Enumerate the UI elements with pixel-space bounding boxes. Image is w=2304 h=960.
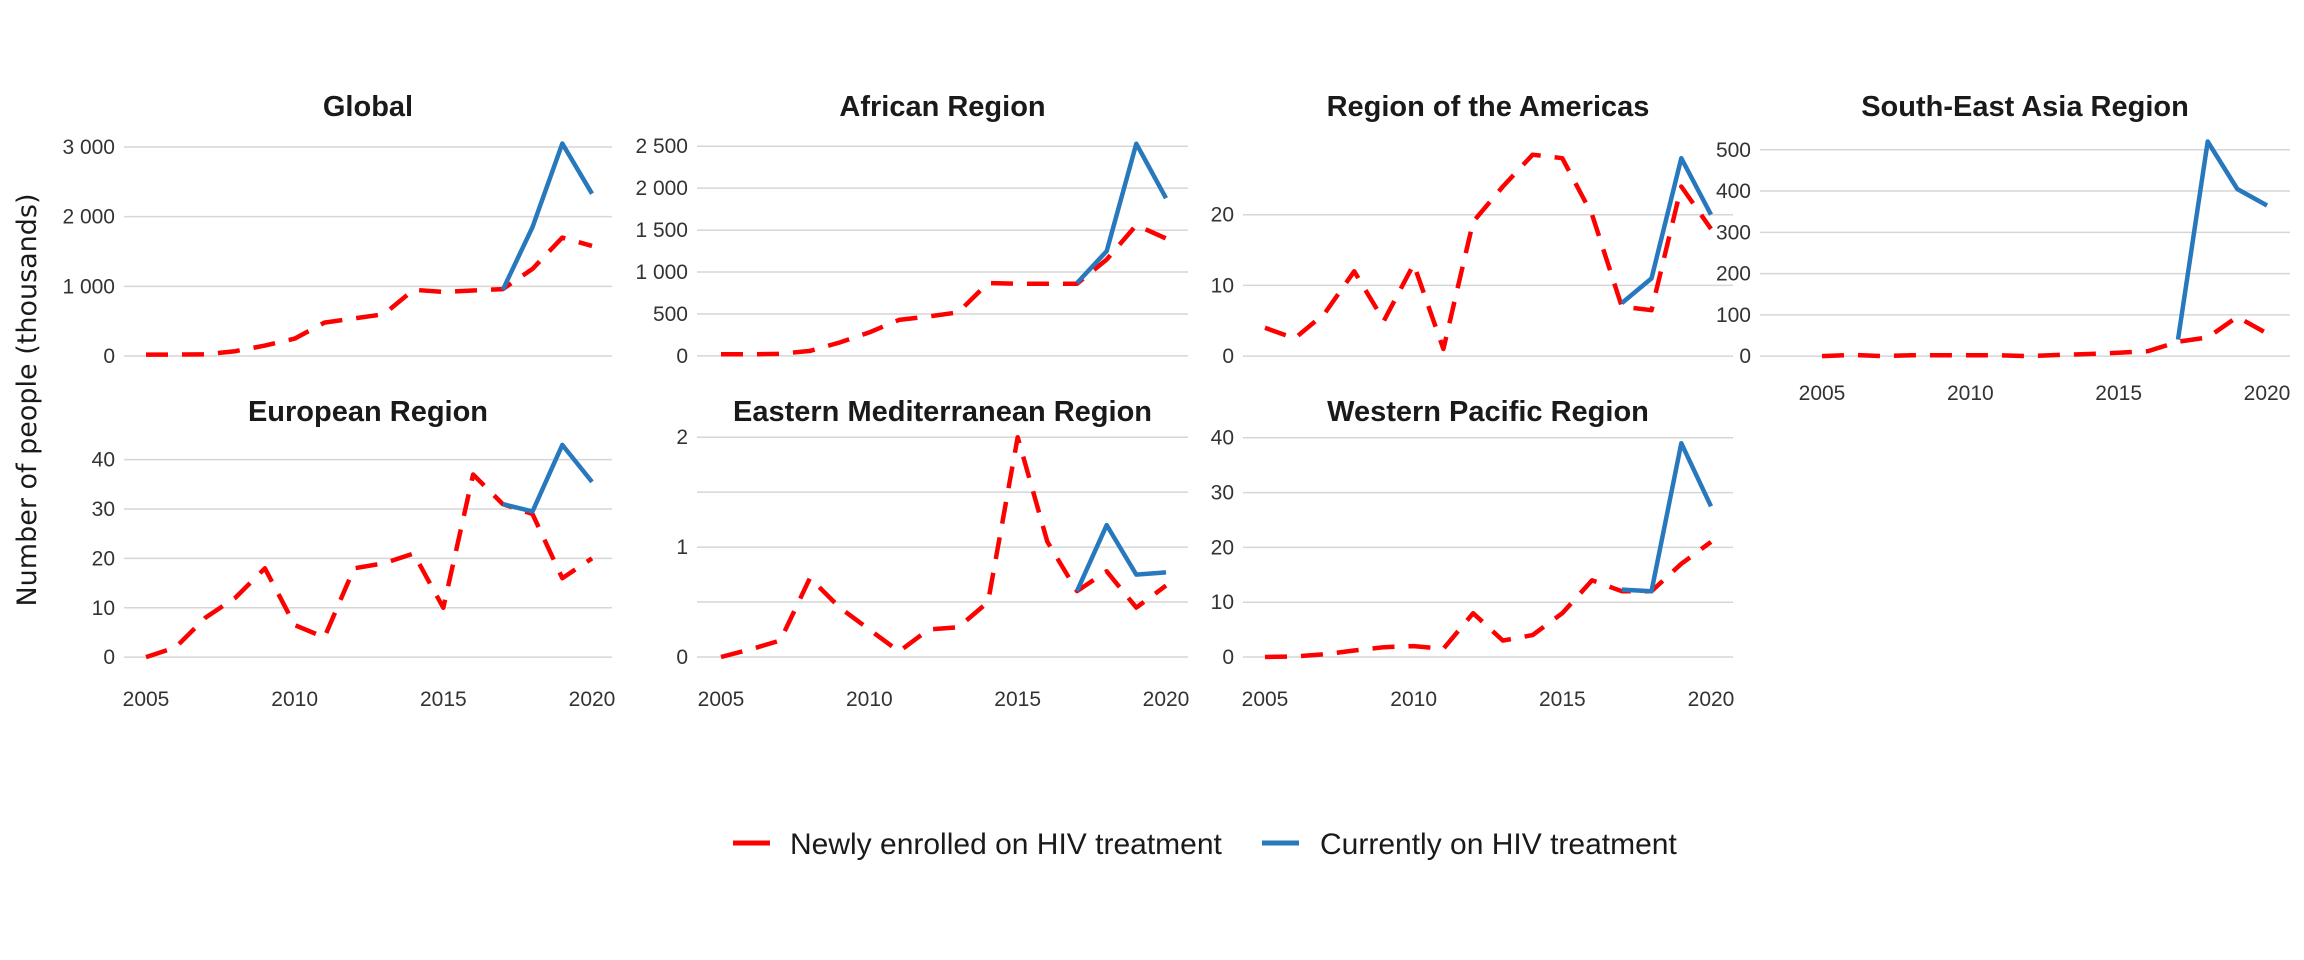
y-tick-label: 20 — [1211, 204, 1234, 227]
y-tick-label: 1 500 — [635, 219, 688, 242]
x-tick-label: 2020 — [1688, 688, 1735, 711]
panel-eastern-mediterranean-region: Eastern Mediterranean Region 0 1 2 2005 2010 2… — [676, 396, 1189, 711]
panel-title: Global — [323, 91, 413, 123]
y-tick-label: 10 — [92, 597, 115, 620]
series-line-currently-on-treatment — [1620, 155, 1713, 305]
x-tick-label: 2010 — [846, 688, 893, 711]
panel-western-pacific-region: Western Pacific Region 0 10 20 30 40 2005 2010 2… — [1211, 396, 1735, 711]
x-tick-label: 2020 — [1143, 688, 1190, 711]
y-tick-label: 3 000 — [62, 136, 115, 159]
x-tick-label: 2015 — [420, 688, 467, 711]
panel-title: Region of the Americas — [1327, 91, 1650, 123]
series-line-currently-on-treatment — [2175, 139, 2269, 340]
panel-title: African Region — [839, 91, 1045, 123]
x-tick-label: 2005 — [123, 688, 170, 711]
series-line-currently-on-treatment — [502, 442, 594, 514]
x-tick-label: 2005 — [1242, 688, 1289, 711]
panel-south-east-asia-region: South-East Asia Region 0 100 200 300 400 500 20… — [1716, 91, 2290, 405]
y-tick-label: 0 — [103, 646, 115, 669]
y-tick-label: 20 — [1211, 536, 1234, 559]
y-tick-label: 0 — [676, 646, 688, 669]
x-tick-label: 2015 — [1539, 688, 1586, 711]
legend-item-newly: Newly enrolled on HIV treatment — [733, 828, 1223, 861]
y-tick-label: 0 — [103, 345, 115, 368]
series-line-currently-on-treatment — [1074, 522, 1167, 593]
y-tick-label: 500 — [1716, 139, 1751, 162]
panel-african-region: African Region 0 500 1 000 1 500 2 000 2 500 — [635, 91, 1188, 368]
y-axis-label: Number of people (thousands) — [12, 193, 43, 606]
y-tick-label: 0 — [1739, 345, 1751, 368]
legend-label: Newly enrolled on HIV treatment — [790, 828, 1223, 861]
y-tick-label: 300 — [1716, 221, 1751, 244]
y-tick-label: 10 — [1211, 274, 1234, 297]
y-tick-label: 0 — [1222, 646, 1234, 669]
y-tick-label: 1 — [676, 536, 688, 559]
x-tick-label: 2005 — [698, 688, 745, 711]
y-tick-label: 30 — [92, 498, 115, 521]
x-tick-label: 2020 — [2244, 382, 2291, 405]
y-tick-label: 30 — [1211, 482, 1234, 505]
legend: Newly enrolled on HIV treatment Currently… — [733, 828, 1677, 861]
series-line-newly-enrolled — [720, 434, 1168, 660]
series-line-newly-enrolled — [1264, 540, 1713, 660]
y-tick-label: 400 — [1716, 180, 1751, 203]
x-tick-label: 2010 — [1390, 688, 1437, 711]
series-line-currently-on-treatment — [1075, 141, 1168, 285]
panel-european-region: European Region 0 10 20 30 40 2005 2010 2015 2020 — [92, 396, 616, 711]
panel-title: European Region — [248, 396, 488, 428]
y-tick-label: 2 — [676, 426, 688, 449]
panel-region-of-the-americas: Region of the Americas 0 10 20 — [1211, 91, 1733, 368]
series-line-newly-enrolled — [1264, 152, 1713, 352]
y-tick-label: 20 — [92, 547, 115, 570]
y-tick-label: 0 — [676, 345, 688, 368]
x-tick-label: 2010 — [271, 688, 318, 711]
y-tick-label: 2 500 — [635, 135, 688, 158]
x-tick-label: 2015 — [994, 688, 1041, 711]
series-line-newly-enrolled — [145, 472, 594, 660]
x-tick-label: 2020 — [569, 688, 616, 711]
y-tick-label: 10 — [1211, 591, 1234, 614]
y-tick-label: 2 000 — [635, 177, 688, 200]
x-tick-label: 2010 — [1947, 382, 1994, 405]
panel-global: Global 0 1 000 2 000 3 000 — [62, 91, 612, 368]
y-tick-label: 2 000 — [62, 206, 115, 229]
panel-title: South-East Asia Region — [1861, 91, 2189, 123]
y-tick-label: 40 — [92, 449, 115, 472]
panel-title: Eastern Mediterranean Region — [733, 396, 1152, 428]
series-line-currently-on-treatment — [1621, 440, 1714, 594]
legend-item-current: Currently on HIV treatment — [1262, 828, 1677, 861]
y-tick-label: 500 — [653, 303, 688, 326]
series-line-newly-enrolled — [721, 222, 1167, 357]
series-line-newly-enrolled — [1821, 314, 2269, 359]
legend-label: Currently on HIV treatment — [1320, 828, 1677, 861]
y-tick-label: 1 000 — [635, 261, 688, 284]
series-line-newly-enrolled — [146, 235, 593, 357]
x-tick-label: 2015 — [2095, 382, 2142, 405]
series-line-currently-on-treatment — [500, 141, 594, 291]
y-tick-label: 1 000 — [62, 275, 115, 298]
y-tick-label: 0 — [1222, 345, 1234, 368]
x-tick-label: 2005 — [1799, 382, 1846, 405]
y-tick-label: 200 — [1716, 263, 1751, 286]
y-tick-label: 100 — [1716, 304, 1751, 327]
panel-title: Western Pacific Region — [1327, 396, 1649, 428]
y-tick-label: 40 — [1211, 427, 1234, 450]
